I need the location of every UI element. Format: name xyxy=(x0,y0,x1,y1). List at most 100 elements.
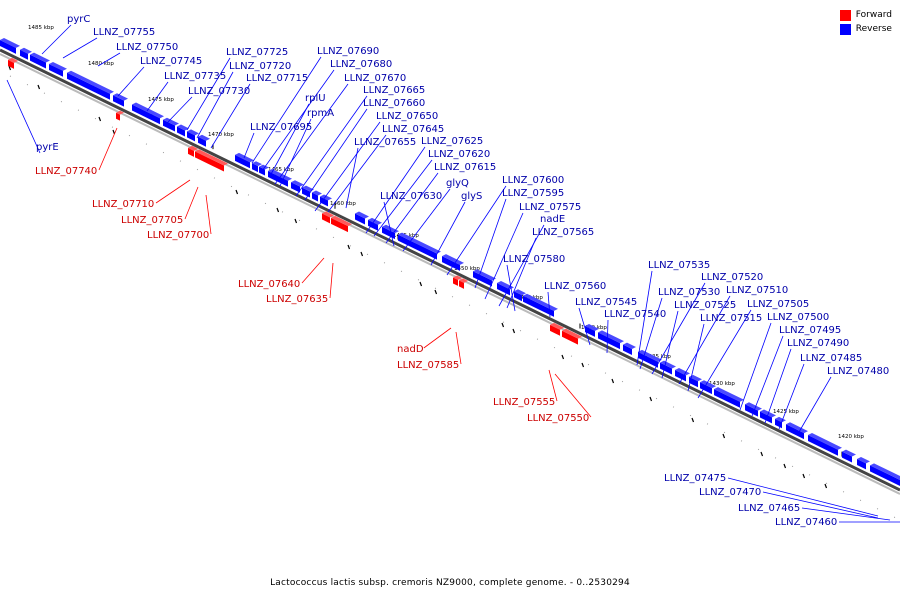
reverse-gene-label: LLNZ_07535 xyxy=(648,260,710,271)
reverse-gene xyxy=(745,404,758,417)
reverse-leader-line xyxy=(687,323,705,392)
strand-tick xyxy=(294,218,298,224)
forward-leader-line xyxy=(423,327,452,349)
reverse-gene-top xyxy=(302,185,314,192)
reverse-leader-line xyxy=(778,363,805,430)
reverse-gene xyxy=(598,332,620,350)
forward-gene-top xyxy=(207,155,228,166)
reverse-gene-label: LLNZ_07470 xyxy=(699,487,761,498)
strand-tick xyxy=(235,189,239,195)
reverse-gene-top xyxy=(857,456,870,464)
reverse-leader-line xyxy=(606,319,609,354)
reverse-gene-label: LLNZ_07625 xyxy=(421,136,483,147)
genome-backbone-shadow xyxy=(0,53,900,495)
reverse-gene xyxy=(187,131,195,142)
reverse-gene xyxy=(0,40,16,54)
reverse-gene-top xyxy=(473,269,496,281)
reverse-leader-line xyxy=(474,198,507,289)
strand-tick xyxy=(98,116,102,122)
reverse-gene-top xyxy=(775,416,786,423)
reverse-gene-top xyxy=(808,433,842,450)
reverse-gene xyxy=(291,182,300,193)
reverse-gene-top xyxy=(675,368,690,376)
reverse-leader-line xyxy=(798,376,832,433)
reverse-gene-label: LLNZ_07485 xyxy=(800,353,862,364)
reverse-gene xyxy=(268,171,288,187)
reverse-leader-line xyxy=(764,348,792,424)
reverse-leader-line xyxy=(639,297,663,370)
reverse-leader-line xyxy=(762,491,879,519)
reverse-leader-line xyxy=(801,507,891,521)
reverse-gene-label: LLNZ_07715 xyxy=(246,73,308,84)
reverse-gene-label: LLNZ_07655 xyxy=(354,137,416,148)
reverse-gene xyxy=(67,72,110,100)
reverse-leader-line xyxy=(578,307,591,346)
reverse-gene-label: pyrC xyxy=(67,14,90,25)
reverse-gene-label: rpmA xyxy=(307,108,334,119)
strand-tick xyxy=(37,84,41,90)
reverse-leader-line xyxy=(697,309,752,399)
reverse-gene-label: LLNZ_07695 xyxy=(250,122,312,133)
strand-tick xyxy=(501,322,505,328)
reverse-gene-top xyxy=(67,70,114,94)
forward-gene xyxy=(459,280,464,289)
reverse-gene-label: LLNZ_07580 xyxy=(503,254,565,265)
reverse-leader-line xyxy=(269,103,310,177)
reverse-gene-label: LLNZ_07630 xyxy=(380,191,442,202)
reverse-gene-label: LLNZ_07480 xyxy=(827,366,889,377)
reverse-gene xyxy=(113,95,124,107)
reverse-gene xyxy=(808,435,838,456)
strand-tick xyxy=(783,463,787,469)
reverse-gene xyxy=(30,54,46,69)
reverse-leader-line xyxy=(446,185,507,276)
forward-leader-line xyxy=(329,262,334,299)
strand-tick xyxy=(802,473,806,479)
forward-gene-label: LLNZ_07710 xyxy=(92,199,154,210)
strand-tick xyxy=(581,362,585,368)
reverse-gene-label: LLNZ_07750 xyxy=(116,42,178,53)
forward-leader-line xyxy=(205,194,212,235)
reverse-gene-top xyxy=(398,232,441,254)
reverse-gene-label: pyrE xyxy=(36,142,59,153)
reverse-gene-label: LLNZ_07510 xyxy=(726,285,788,296)
strand-tick xyxy=(276,207,280,213)
forward-gene xyxy=(322,213,330,224)
reverse-gene-label: LLNZ_07525 xyxy=(674,300,736,311)
forward-gene-top xyxy=(562,328,582,339)
reverse-gene xyxy=(623,344,632,355)
forward-gene-top xyxy=(195,149,211,158)
reverse-gene xyxy=(49,63,63,77)
legend-reverse-label: Reverse xyxy=(855,24,892,34)
forward-gene-label: LLNZ_07585 xyxy=(397,360,459,371)
genome-caption: Lactococcus lactis subsp. cremoris NZ900… xyxy=(270,578,630,588)
reverse-gene-label: LLNZ_07565 xyxy=(532,227,594,238)
reverse-gene-top xyxy=(700,380,716,389)
reverse-gene xyxy=(163,119,175,132)
forward-gene xyxy=(550,324,560,336)
reverse-leader-line xyxy=(547,291,551,318)
reverse-leader-line xyxy=(62,37,98,59)
reverse-leader-line xyxy=(166,96,193,124)
reverse-gene-label: LLNZ_07615 xyxy=(434,162,496,173)
reverse-leader-line xyxy=(651,282,706,375)
reverse-gene xyxy=(660,362,672,375)
reverse-leader-line xyxy=(146,81,169,112)
reverse-leader-line xyxy=(506,237,537,309)
reverse-leader-line xyxy=(484,212,524,300)
legend: Forward Reverse xyxy=(839,8,892,36)
reverse-gene xyxy=(842,451,852,463)
forward-leader-line xyxy=(184,186,199,220)
reverse-gene xyxy=(870,465,900,486)
reverse-gene-label: LLNZ_07735 xyxy=(164,71,226,82)
strand-tick xyxy=(649,396,653,402)
reverse-leader-line xyxy=(243,132,255,159)
reverse-gene-label: LLNZ_07680 xyxy=(330,59,392,70)
reverse-gene xyxy=(514,291,522,302)
reverse-gene-label: LLNZ_07745 xyxy=(140,56,202,67)
forward-leader-line xyxy=(155,179,191,204)
legend-reverse: Reverse xyxy=(839,22,892,36)
reverse-leader-line xyxy=(678,295,731,385)
reverse-gene-top xyxy=(113,93,128,101)
strand-tick xyxy=(434,289,438,295)
